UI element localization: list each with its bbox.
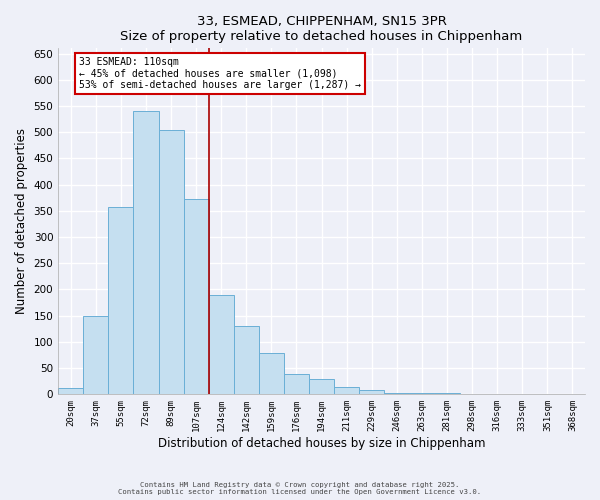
Title: 33, ESMEAD, CHIPPENHAM, SN15 3PR
Size of property relative to detached houses in: 33, ESMEAD, CHIPPENHAM, SN15 3PR Size of… [121,15,523,43]
Bar [83,316,109,394]
Bar [184,200,209,394]
Bar [284,374,309,394]
Bar [385,393,409,394]
Bar [209,294,234,394]
Text: 33 ESMEAD: 110sqm
← 45% of detached houses are smaller (1,098)
53% of semi-detac: 33 ESMEAD: 110sqm ← 45% of detached hous… [79,57,361,90]
Text: Contains HM Land Registry data © Crown copyright and database right 2025.
Contai: Contains HM Land Registry data © Crown c… [118,482,482,495]
Bar [259,353,284,395]
Bar [309,379,334,394]
Bar [234,326,259,394]
Bar [158,130,184,394]
X-axis label: Distribution of detached houses by size in Chippenham: Distribution of detached houses by size … [158,437,485,450]
Y-axis label: Number of detached properties: Number of detached properties [15,128,28,314]
Bar [58,388,83,394]
Bar [359,390,385,394]
Bar [334,387,359,394]
Bar [133,111,158,395]
Bar [109,207,133,394]
